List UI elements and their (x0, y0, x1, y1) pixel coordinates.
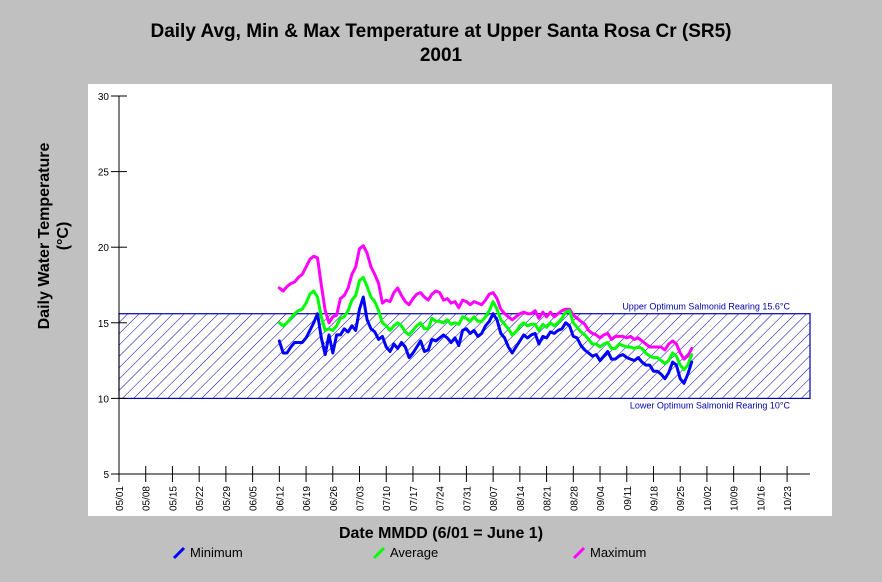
x-tick-label: 06/19 (302, 486, 313, 511)
optimum-rearing-band (118, 313, 811, 399)
y-tick-label: 20 (98, 243, 110, 254)
legend-label-minimum: Minimum (190, 545, 243, 560)
y-tick-label: 25 (98, 168, 110, 179)
legend-swatch-average (372, 546, 386, 559)
x-tick-label: 05/08 (142, 486, 153, 511)
x-tick-label: 07/24 (436, 486, 447, 511)
chart-title-line-1: Daily Avg, Min & Max Temperature at Uppe… (150, 21, 732, 42)
x-tick-label: 07/03 (356, 486, 367, 511)
x-tick-label: 06/05 (249, 486, 260, 511)
y-tick-label: 30 (98, 92, 110, 103)
x-tick-label: 09/25 (676, 486, 687, 511)
legend-label-average: Average (390, 545, 439, 560)
x-tick-label: 09/04 (596, 486, 607, 511)
x-tick-label: 08/07 (489, 486, 500, 511)
x-tick-label: 09/11 (623, 486, 634, 511)
x-tick-label: 07/17 (409, 486, 420, 511)
legend-swatch-minimum (172, 546, 186, 559)
x-tick-label: 07/31 (462, 486, 473, 511)
series-line-average (277, 275, 694, 372)
legend-label-maximum: Maximum (590, 545, 647, 560)
band-layer: Upper Optimum Salmonid Rearing 15.6°C Low… (118, 302, 811, 410)
x-tick-label: 06/26 (329, 486, 340, 511)
axis-layer: 5 10 15 20 25 30 05/01 05/08 05/15 05/22 05/29 06/0… (98, 92, 810, 511)
series-line-maximum (277, 244, 694, 361)
x-tick-label: 05/29 (222, 486, 233, 511)
legend-item-average: Average (372, 545, 438, 560)
x-tick-label: 10/02 (703, 486, 714, 511)
y-tick-label: 15 (98, 319, 110, 330)
band-upper-label: Upper Optimum Salmonid Rearing 15.6°C (622, 302, 790, 312)
x-tick-label: 05/15 (168, 486, 179, 511)
band-lower-label: Lower Optimum Salmonid Rearing 10°C (630, 400, 791, 410)
x-tick-label: 05/01 (115, 486, 126, 511)
x-axis-label: Date MMDD (6/01 = June 1) (338, 525, 544, 542)
legend-item-maximum: Maximum (572, 545, 646, 560)
plot-panel (88, 84, 832, 516)
x-tick-label: 09/18 (649, 486, 660, 511)
series-line-minimum (277, 295, 694, 385)
chart-title: Daily Avg, Min & Max Temperature at Uppe… (0, 20, 882, 68)
legend: Minimum Average Maximum (0, 545, 882, 567)
x-tick-label: 08/21 (543, 486, 554, 511)
chart-title-line-2: 2001 (419, 45, 463, 66)
y-tick-label: 10 (98, 394, 110, 405)
y-axis-label-line-2: (°C) (55, 221, 72, 251)
y-axis-label-line-1: Daily Water Temperature (36, 142, 53, 330)
series-layer (277, 244, 694, 385)
x-tick-label: 08/28 (569, 486, 580, 511)
x-tick-label: 10/23 (783, 486, 794, 511)
x-tick-label: 06/12 (275, 486, 286, 511)
x-tick-label: 08/14 (516, 486, 527, 511)
x-tick-label: 05/22 (195, 486, 206, 511)
x-tick-label: 07/10 (382, 486, 393, 511)
y-tick-label: 5 (103, 470, 109, 481)
x-tick-label: 10/09 (730, 486, 741, 511)
x-tick-label: 10/16 (756, 486, 767, 511)
legend-swatch-maximum (572, 546, 586, 559)
legend-item-minimum: Minimum (172, 545, 243, 560)
